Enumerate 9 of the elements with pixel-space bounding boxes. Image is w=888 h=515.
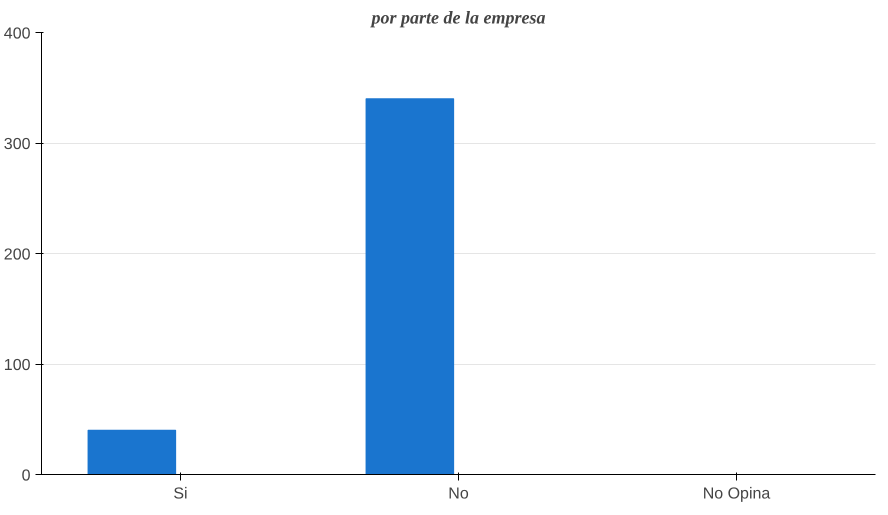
- chart-title: por parte de la empresa: [370, 8, 546, 28]
- x-tick-label: No: [448, 486, 469, 502]
- y-tick-label: 200: [4, 246, 31, 264]
- y-tick-label: 0: [22, 468, 31, 484]
- x-tick-label: Si: [173, 486, 188, 502]
- y-tick-label: 100: [4, 357, 31, 374]
- y-tick-label: 400: [4, 26, 31, 42]
- y-tick-label: 300: [4, 136, 31, 153]
- x-tick-label: No Opina: [702, 486, 770, 502]
